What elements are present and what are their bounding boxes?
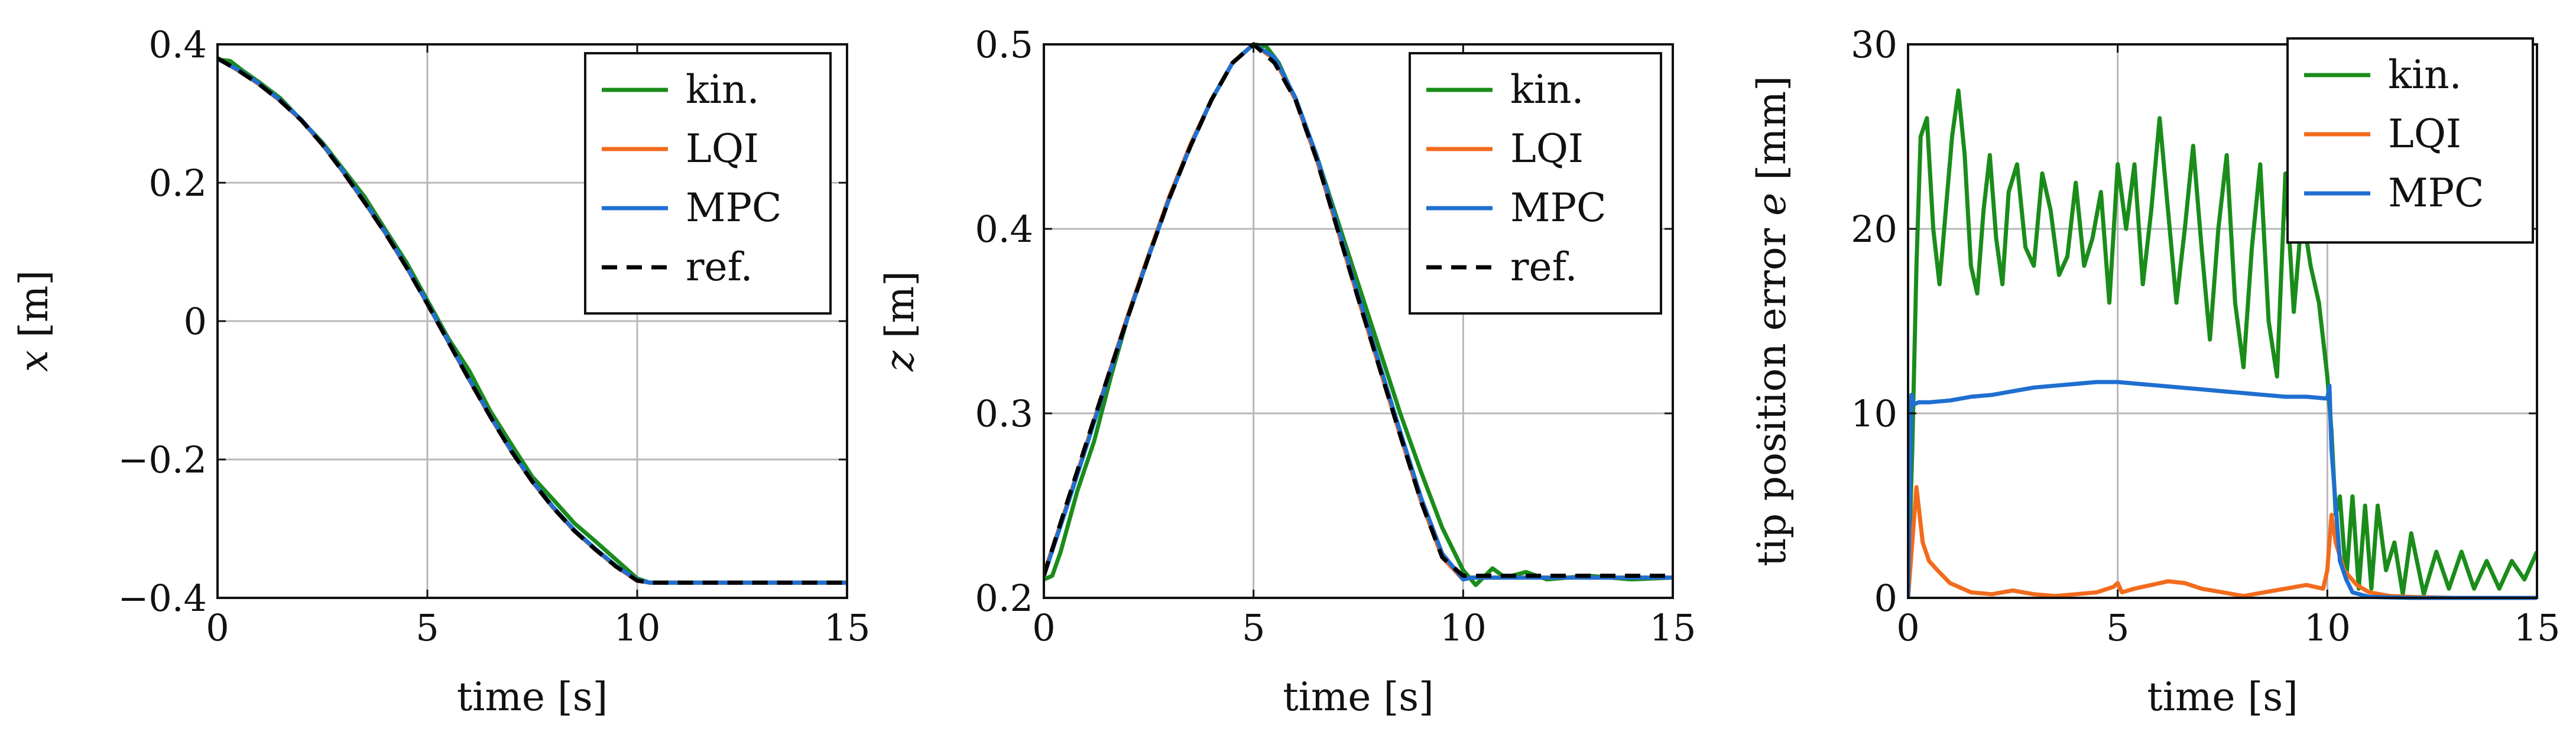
y-tick-label: 20 bbox=[1851, 208, 1897, 251]
x-tick-label: 15 bbox=[2514, 606, 2561, 649]
legend-label: MPC bbox=[686, 185, 782, 231]
chart-2: 0 5 10 15 0.2 0.3 0.4 0.5 time [s] z [m] kin. LQI MP… bbox=[877, 23, 1696, 720]
chart-1: 0 5 10 15 −0.4 −0.2 0 0.2 0.4 time [s] x [m] kin. LQ… bbox=[11, 23, 870, 720]
legend-label: kin. bbox=[1510, 67, 1584, 112]
legend-label: kin. bbox=[2388, 52, 2462, 98]
legend-label: MPC bbox=[1510, 185, 1607, 231]
plot-frame bbox=[1907, 43, 2538, 599]
legend-label: LQI bbox=[686, 126, 759, 171]
plot-frame bbox=[1043, 43, 1674, 599]
chart-3: 0 5 10 15 0 10 20 30 time [s] tip position error … bbox=[1749, 23, 2560, 720]
x-tick-label: 10 bbox=[2304, 606, 2351, 649]
x-axis-label: time [s] bbox=[2147, 674, 2298, 720]
x-tick-label: 15 bbox=[1650, 606, 1696, 649]
series-line-lqi bbox=[1908, 485, 2537, 600]
y-tick-label: 0 bbox=[1874, 577, 1897, 620]
y-tick-label: 0.3 bbox=[975, 392, 1033, 435]
y-axis-label: z [m] bbox=[877, 271, 923, 372]
legend-box bbox=[2286, 37, 2534, 244]
series-line-kin bbox=[1908, 88, 2537, 597]
x-tick-label: 5 bbox=[1242, 606, 1265, 649]
y-tick-label: 0.2 bbox=[148, 161, 207, 205]
x-tick-label: 10 bbox=[1440, 606, 1487, 649]
y-axis-label: tip position error e [mm] bbox=[1749, 76, 1795, 567]
y-tick-label: 30 bbox=[1851, 23, 1897, 66]
x-tick-label: 15 bbox=[824, 606, 871, 649]
legend-label: ref. bbox=[1510, 244, 1578, 290]
y-axis-label: x [m] bbox=[11, 270, 57, 372]
x-tick-label: 0 bbox=[206, 606, 229, 649]
y-tick-label: 0.4 bbox=[148, 23, 207, 66]
y-tick-label: 10 bbox=[1851, 392, 1897, 435]
legend: kin. LQI MPC bbox=[2286, 37, 2534, 244]
legend-box bbox=[584, 52, 832, 315]
legend-label: LQI bbox=[2388, 111, 2461, 157]
legend-label: MPC bbox=[2388, 170, 2484, 216]
x-axis-label: time [s] bbox=[1283, 674, 1434, 720]
series-line-ref bbox=[218, 56, 847, 585]
legend: kin. LQI MPC ref. bbox=[584, 52, 832, 315]
y-tick-label: 0.4 bbox=[975, 208, 1033, 251]
x-axis-label: time [s] bbox=[457, 674, 608, 720]
x-tick-label: 5 bbox=[2106, 606, 2129, 649]
x-tick-label: 5 bbox=[416, 606, 439, 649]
y-tick-label: 0 bbox=[184, 300, 207, 343]
legend-box bbox=[1409, 52, 1662, 315]
y-tick-label: −0.4 bbox=[118, 577, 207, 620]
legend-label: LQI bbox=[1510, 126, 1584, 171]
legend: kin. LQI MPC ref. bbox=[1409, 52, 1662, 315]
series-line-mpc bbox=[1908, 380, 2537, 600]
y-tick-label: 0.2 bbox=[975, 577, 1033, 620]
legend-label: kin. bbox=[686, 67, 760, 112]
y-tick-label: 0.5 bbox=[975, 23, 1033, 66]
series-group bbox=[218, 56, 847, 585]
series-group bbox=[1908, 88, 2537, 600]
series-line-ref bbox=[1044, 42, 1673, 578]
x-tick-label: 0 bbox=[1896, 606, 1919, 649]
series-group bbox=[1044, 42, 1673, 587]
x-tick-label: 0 bbox=[1032, 606, 1055, 649]
y-tick-label: −0.2 bbox=[118, 438, 207, 481]
legend-label: ref. bbox=[686, 244, 753, 290]
x-tick-label: 10 bbox=[614, 606, 661, 649]
